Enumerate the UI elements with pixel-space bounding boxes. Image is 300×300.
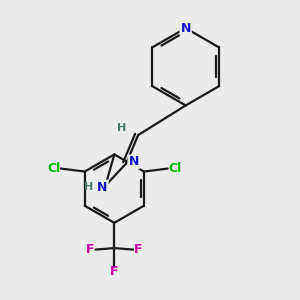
Text: Cl: Cl xyxy=(168,162,181,175)
Text: H: H xyxy=(117,123,126,133)
Text: N: N xyxy=(128,155,139,168)
Text: N: N xyxy=(97,181,108,194)
Text: F: F xyxy=(110,266,118,278)
Text: F: F xyxy=(134,243,142,256)
Text: H: H xyxy=(84,182,93,192)
Text: Cl: Cl xyxy=(47,162,61,175)
Text: F: F xyxy=(86,243,95,256)
Text: N: N xyxy=(181,22,191,34)
